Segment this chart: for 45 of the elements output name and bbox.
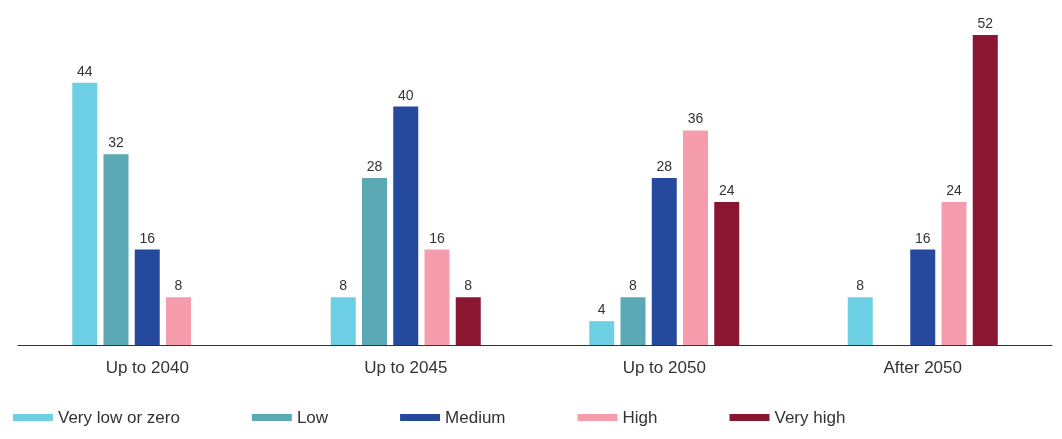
legend-label: Very high [774,408,846,427]
legend-label: High [622,408,658,427]
data-label: 28 [656,158,673,175]
bar [362,178,387,345]
bar [651,178,677,345]
bar [620,297,646,345]
bar [455,297,481,345]
data-label: 8 [339,277,348,294]
bar [847,297,873,345]
bar [393,106,419,345]
bar [72,82,98,345]
data-label: 24 [718,181,735,198]
bar [134,249,160,345]
x-tick-label: After 2050 [883,358,962,377]
data-label: 24 [946,181,962,198]
data-label: 44 [76,62,93,79]
bar [103,154,129,345]
data-label: 4 [597,301,606,318]
legend-label: Low [296,408,329,427]
bar [714,201,740,345]
data-label: 16 [139,229,156,246]
data-label: 40 [397,86,414,103]
bar [589,321,615,345]
bar [330,297,356,345]
data-label: 8 [629,277,638,294]
bar [972,35,998,345]
data-label: 16 [429,229,445,246]
bar [910,249,936,345]
data-label: 28 [366,158,383,175]
bar [424,249,450,345]
bar [166,297,191,345]
data-label: 16 [914,229,931,246]
x-tick-label: Up to 2050 [622,358,706,377]
bar [941,201,967,345]
data-label: 8 [464,277,473,294]
legend-label: Very low or zero [58,408,180,427]
data-label: 8 [856,277,865,294]
bar [683,130,708,345]
data-label: 36 [687,110,704,127]
data-label: 52 [977,15,994,31]
legend-label: Medium [445,408,506,427]
data-label: 32 [108,134,124,151]
data-label: 8 [174,277,183,294]
x-tick-label: Up to 2045 [364,358,448,377]
x-tick-label: Up to 2040 [105,358,189,377]
